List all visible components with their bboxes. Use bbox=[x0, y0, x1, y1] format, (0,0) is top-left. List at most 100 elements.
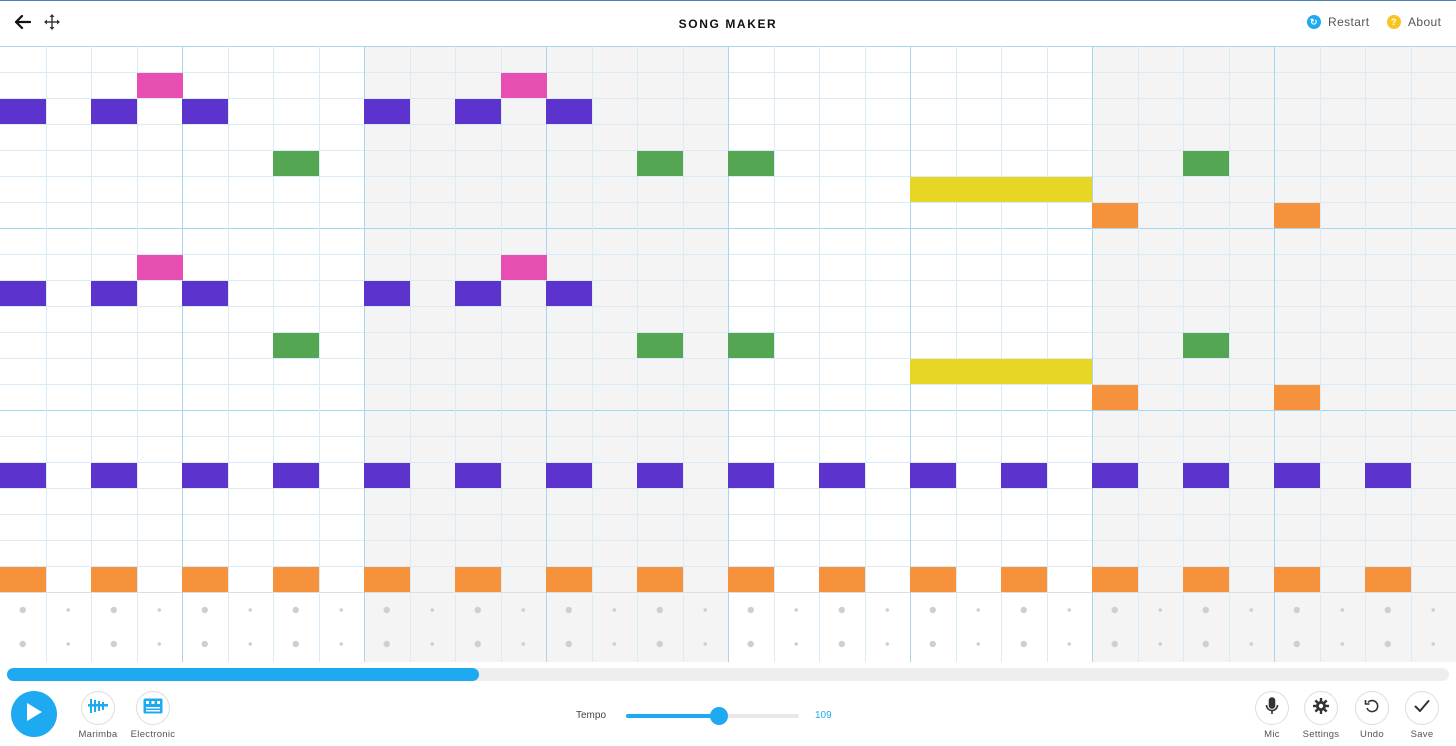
melody-note bbox=[1183, 151, 1229, 176]
percussion-dot bbox=[430, 608, 435, 612]
note-grid[interactable] bbox=[0, 46, 1456, 662]
percussion-dot bbox=[1158, 608, 1163, 612]
percussion-dot bbox=[383, 640, 390, 648]
microphone-icon bbox=[1265, 696, 1279, 720]
mic-button[interactable]: Mic bbox=[1250, 691, 1294, 740]
percussion-dot bbox=[1020, 606, 1027, 614]
about-button[interactable]: ? About bbox=[1387, 15, 1441, 29]
percussion-dot bbox=[885, 608, 890, 612]
melody-note bbox=[364, 463, 410, 488]
melody-note bbox=[910, 567, 956, 592]
melody-note bbox=[728, 333, 774, 358]
percussion-dot bbox=[1384, 640, 1391, 648]
melody-note bbox=[501, 255, 547, 280]
percussion-dot bbox=[1293, 640, 1300, 648]
melody-note bbox=[1001, 463, 1047, 488]
percussion-dot bbox=[1067, 642, 1072, 646]
percussion-dot bbox=[703, 642, 708, 646]
melody-note bbox=[819, 567, 865, 592]
back-button[interactable] bbox=[8, 9, 38, 39]
melody-note bbox=[273, 463, 319, 488]
melody-note bbox=[637, 333, 683, 358]
percussion-dot bbox=[1340, 642, 1345, 646]
percussion-dot bbox=[1384, 606, 1391, 614]
melody-note bbox=[364, 567, 410, 592]
melody-note bbox=[1274, 385, 1320, 410]
undo-button[interactable]: Undo bbox=[1350, 691, 1394, 740]
percussion-dot bbox=[838, 606, 845, 614]
percussion-dot bbox=[1202, 606, 1209, 614]
mic-label: Mic bbox=[1264, 729, 1280, 740]
melody-note bbox=[1183, 333, 1229, 358]
settings-button[interactable]: Settings bbox=[1299, 691, 1343, 740]
percussion-button[interactable]: Electronic bbox=[128, 691, 178, 740]
percussion-dot bbox=[885, 642, 890, 646]
percussion-label: Electronic bbox=[130, 729, 176, 740]
melody-note bbox=[182, 99, 228, 124]
percussion-dot bbox=[110, 606, 117, 614]
gear-icon bbox=[1313, 697, 1329, 719]
melody-note bbox=[910, 177, 1092, 202]
melody-note bbox=[1365, 567, 1411, 592]
about-label: About bbox=[1408, 15, 1442, 29]
percussion-dot bbox=[521, 642, 526, 646]
melody-note bbox=[1183, 463, 1229, 488]
percussion-dot bbox=[1249, 642, 1254, 646]
percussion-dot bbox=[339, 608, 344, 612]
percussion-dot bbox=[1111, 640, 1118, 648]
melody-note bbox=[91, 99, 137, 124]
percussion-dot bbox=[292, 640, 299, 648]
percussion-dot bbox=[1067, 608, 1072, 612]
melody-note bbox=[137, 255, 183, 280]
percussion-dot bbox=[383, 606, 390, 614]
instrument-button[interactable]: Marimba bbox=[76, 691, 120, 740]
undo-icon bbox=[1364, 698, 1380, 719]
percussion-dot bbox=[1431, 608, 1436, 612]
melody-note bbox=[1001, 567, 1047, 592]
melody-note bbox=[91, 281, 137, 306]
percussion-dot bbox=[794, 608, 799, 612]
question-icon: ? bbox=[1387, 15, 1401, 29]
app-header: SONG MAKER ↻ Restart ? About bbox=[0, 1, 1456, 46]
melody-note bbox=[0, 567, 46, 592]
save-label: Save bbox=[1410, 729, 1434, 740]
play-button[interactable] bbox=[11, 691, 57, 737]
playback-progress-fill bbox=[7, 668, 479, 681]
melody-note bbox=[455, 567, 501, 592]
checkmark-icon bbox=[1414, 699, 1430, 718]
percussion-dot bbox=[747, 640, 754, 648]
percussion-dot bbox=[1020, 640, 1027, 648]
save-button[interactable]: Save bbox=[1400, 691, 1444, 740]
melody-note bbox=[546, 99, 592, 124]
move-button[interactable] bbox=[37, 9, 67, 39]
percussion-dot bbox=[248, 608, 253, 612]
percussion-dot bbox=[157, 608, 162, 612]
melody-note bbox=[273, 567, 319, 592]
playback-progress-bar[interactable] bbox=[7, 668, 1449, 681]
percussion-dot bbox=[19, 640, 26, 648]
percussion-dot bbox=[1431, 642, 1436, 646]
melody-note bbox=[182, 281, 228, 306]
percussion-dot bbox=[929, 606, 936, 614]
percussion-dot bbox=[66, 608, 71, 612]
melody-note bbox=[819, 463, 865, 488]
percussion-dot bbox=[201, 606, 208, 614]
percussion-dot bbox=[656, 606, 663, 614]
melody-note bbox=[1274, 567, 1320, 592]
percussion-dot bbox=[1293, 606, 1300, 614]
melody-note bbox=[637, 567, 683, 592]
percussion-dot bbox=[565, 606, 572, 614]
melody-note bbox=[273, 333, 319, 358]
undo-label: Undo bbox=[1360, 729, 1384, 740]
electronic-drum-icon bbox=[143, 698, 163, 719]
melody-note bbox=[91, 567, 137, 592]
melody-note bbox=[728, 151, 774, 176]
melody-note bbox=[546, 463, 592, 488]
percussion-dot bbox=[66, 642, 71, 646]
percussion-dot bbox=[1249, 608, 1254, 612]
restart-button[interactable]: ↻ Restart bbox=[1307, 15, 1369, 29]
melody-note bbox=[546, 281, 592, 306]
percussion-dot bbox=[201, 640, 208, 648]
tempo-slider-thumb[interactable] bbox=[709, 707, 728, 725]
melody-note bbox=[455, 281, 501, 306]
